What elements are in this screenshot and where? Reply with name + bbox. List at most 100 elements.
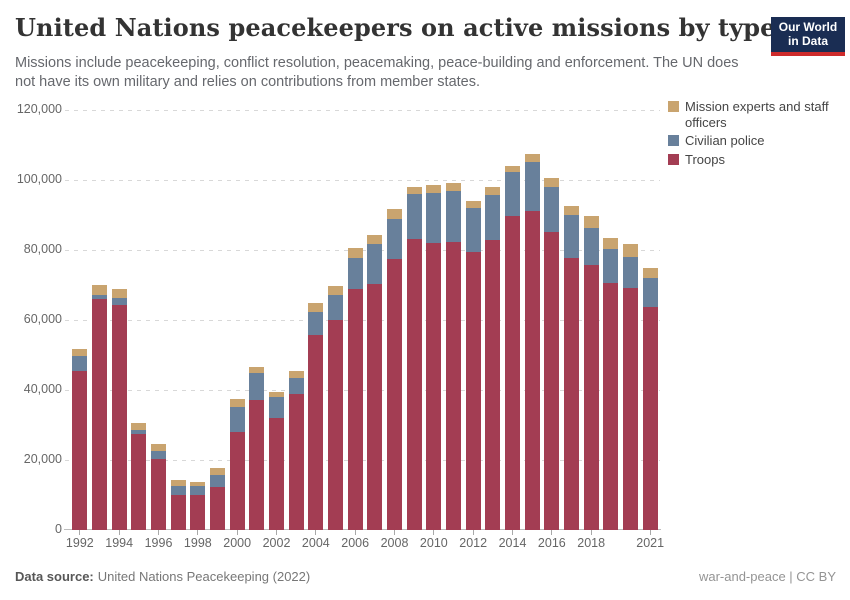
x-axis-tick	[276, 530, 277, 535]
segment-civilian-police	[328, 295, 343, 320]
bar-2000[interactable]	[229, 399, 245, 530]
x-axis-tick	[354, 530, 356, 535]
segment-troops	[603, 283, 619, 530]
bar-1999[interactable]	[210, 467, 225, 530]
license-note[interactable]: war-and-peace | CC BY	[698, 569, 836, 584]
segment-civilian-police	[603, 248, 619, 284]
x-axis-label-2006: 2006	[341, 536, 370, 550]
segment-troops	[210, 487, 225, 530]
bar-2008[interactable]	[387, 209, 402, 530]
gridline-120,000	[65, 109, 660, 111]
bar-2015[interactable]	[524, 154, 540, 530]
legend-item-mission-experts-and-staff-officers[interactable]: Mission experts and staff officers	[668, 99, 846, 130]
bar-1998[interactable]	[190, 482, 206, 530]
x-axis-tick	[590, 530, 592, 535]
segment-troops	[485, 239, 501, 530]
segment-troops	[347, 288, 363, 530]
x-axis-tick	[118, 530, 120, 535]
bar-2002[interactable]	[269, 391, 284, 530]
legend-item-civilian-police[interactable]: Civilian police	[668, 133, 846, 149]
segment-mission-experts-and-staff-officers	[465, 200, 481, 209]
chart-subtitle: Missions include peacekeeping, conflict …	[15, 55, 739, 90]
segment-civilian-police	[151, 450, 166, 460]
segment-troops	[288, 394, 304, 530]
bar-1994[interactable]	[111, 288, 127, 530]
segment-troops	[367, 283, 383, 530]
owid-logo-line2: in Data	[787, 33, 828, 48]
bar-1997[interactable]	[170, 479, 186, 530]
data-source-value: United Nations Peacekeeping (2022)	[97, 569, 311, 584]
bar-2013[interactable]	[485, 186, 501, 530]
segment-mission-experts-and-staff-officers	[524, 154, 540, 162]
segment-troops	[524, 210, 540, 530]
bar-2012[interactable]	[465, 200, 481, 530]
bar-1995[interactable]	[131, 422, 147, 530]
segment-mission-experts-and-staff-officers	[446, 182, 461, 191]
y-axis-label: 120,000	[16, 102, 62, 116]
y-axis-label: 60,000	[23, 312, 62, 326]
bar-2018[interactable]	[583, 215, 599, 530]
x-axis-label-2021: 2021	[636, 536, 665, 550]
bar-2020[interactable]	[623, 244, 638, 530]
segment-troops	[623, 287, 638, 530]
bar-2005[interactable]	[328, 285, 343, 530]
bar-2009[interactable]	[406, 186, 422, 530]
segment-troops	[131, 434, 147, 530]
bar-2017[interactable]	[564, 205, 579, 530]
plot-area	[64, 109, 661, 530]
segment-mission-experts-and-staff-officers	[249, 366, 265, 373]
y-axis-label: 80,000	[23, 242, 62, 256]
bar-1996[interactable]	[151, 443, 166, 530]
bar-2016[interactable]	[544, 178, 560, 530]
bar-2019[interactable]	[603, 238, 619, 530]
gridline-100,000	[65, 179, 660, 181]
segment-mission-experts-and-staff-officers	[387, 209, 402, 219]
segment-civilian-police	[623, 256, 638, 288]
segment-mission-experts-and-staff-officers	[111, 288, 127, 298]
bar-2011[interactable]	[446, 182, 461, 530]
segment-troops	[269, 418, 284, 530]
segment-mission-experts-and-staff-officers	[603, 238, 619, 249]
segment-civilian-police	[544, 186, 560, 232]
bar-2003[interactable]	[288, 371, 304, 530]
x-axis-label-1994: 1994	[105, 536, 134, 550]
bar-2006[interactable]	[347, 248, 363, 530]
owid-logo-stripe	[771, 51, 845, 56]
bar-1992[interactable]	[72, 349, 88, 530]
segment-mission-experts-and-staff-officers	[485, 186, 501, 196]
bar-2021[interactable]	[642, 268, 658, 530]
x-axis-tick	[649, 530, 651, 535]
segment-mission-experts-and-staff-officers	[170, 479, 186, 486]
segment-civilian-police	[131, 429, 147, 435]
legend-label: Troops	[685, 151, 725, 167]
segment-civilian-police	[229, 406, 245, 432]
segment-civilian-police	[564, 215, 579, 258]
bar-2004[interactable]	[308, 303, 324, 530]
segment-troops	[328, 320, 343, 530]
bar-2001[interactable]	[249, 366, 265, 530]
bar-1993[interactable]	[92, 285, 107, 530]
data-source-label: Data source:	[15, 569, 94, 584]
segment-mission-experts-and-staff-officers	[426, 184, 442, 194]
segment-civilian-police	[249, 372, 265, 401]
segment-troops	[564, 257, 579, 530]
x-axis-tick	[158, 530, 159, 535]
segment-troops	[387, 259, 402, 530]
segment-troops	[465, 251, 481, 530]
segment-troops	[111, 304, 127, 530]
bar-2007[interactable]	[367, 234, 383, 530]
legend-swatch	[668, 101, 679, 112]
bar-2010[interactable]	[426, 184, 442, 530]
x-axis-tick	[197, 530, 199, 535]
legend-item-troops[interactable]: Troops	[668, 152, 846, 168]
segment-civilian-police	[642, 278, 658, 307]
owid-logo[interactable]: Our World in Data	[771, 17, 845, 56]
segment-troops	[642, 306, 658, 530]
segment-troops	[72, 371, 88, 530]
x-axis-tick	[394, 530, 395, 535]
segment-civilian-police	[485, 195, 501, 240]
segment-civilian-police	[387, 218, 402, 260]
bar-2014[interactable]	[505, 166, 520, 530]
segment-troops	[151, 459, 166, 530]
